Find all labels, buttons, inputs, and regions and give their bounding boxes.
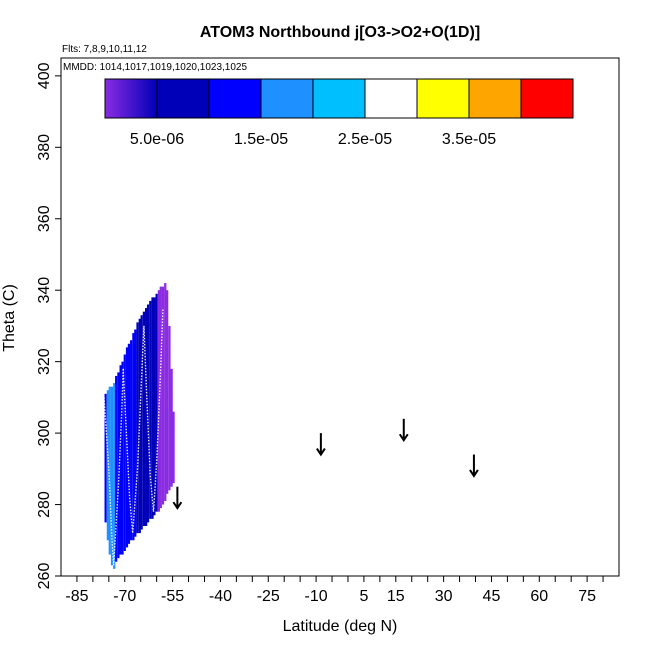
y-tick-label-2: 300 — [36, 420, 53, 447]
x-tick-label-10: 60 — [530, 588, 548, 605]
colorbar: 5.0e-06 1.5e-05 2.5e-05 3.5e-05 — [104, 78, 574, 148]
colorbar-bin-7 — [469, 79, 521, 118]
colorbar-bin-5 — [365, 79, 417, 118]
data-cell-0 — [104, 393, 107, 523]
data-cell-21 — [149, 300, 152, 519]
data-layer — [104, 283, 175, 569]
x-tick-label-4: -25 — [257, 588, 280, 605]
data-cell-18 — [142, 311, 146, 526]
x-tick-label-8: 30 — [435, 588, 453, 605]
data-cell-1 — [106, 390, 109, 541]
y-tick-label-3: 320 — [36, 348, 53, 375]
data-cell-24 — [155, 293, 158, 512]
data-cell-22 — [151, 297, 154, 519]
arrow-1 — [316, 433, 326, 457]
data-cell-7 — [119, 365, 122, 555]
data-cell-9 — [123, 354, 126, 551]
x-tick-label-1: -70 — [113, 588, 136, 605]
x-tick-label-11: 75 — [578, 588, 596, 605]
data-cell-31 — [170, 368, 173, 487]
data-cell-4 — [113, 383, 116, 569]
data-cell-11 — [127, 343, 131, 544]
y-tick-label-0: 260 — [36, 563, 53, 590]
flight-track-2 — [143, 308, 164, 512]
y-tick-label-6: 380 — [36, 134, 53, 161]
data-cell-12 — [130, 340, 133, 541]
colorbar-tick-label-1: 1.5e-05 — [234, 131, 288, 148]
dates-subtitle: MMDD: 1014,1017,1019,1020,1023,1025 — [63, 62, 247, 73]
y-tick-label-5: 360 — [36, 205, 53, 232]
y-axis: 260 280 300 320 340 360 380 400 — [36, 62, 61, 589]
y-tick-label-4: 340 — [36, 277, 53, 304]
x-tick-label-9: 45 — [483, 588, 501, 605]
flight-tracks — [103, 308, 164, 566]
arrow-0 — [172, 486, 183, 510]
colorbar-bin-0 — [105, 79, 157, 118]
data-cell-28 — [164, 283, 167, 501]
data-cell-30 — [168, 325, 171, 491]
x-axis-label: Latitude (deg N) — [283, 618, 398, 635]
colorbar-frame — [104, 78, 574, 119]
flights-subtitle: Flts: 7,8,9,10,11,12 — [62, 44, 147, 55]
flight-track-0 — [103, 368, 124, 566]
flight-track-1 — [122, 325, 145, 534]
arrows — [172, 418, 479, 510]
data-cell-5 — [115, 375, 118, 562]
data-cell-26 — [159, 286, 162, 509]
data-cell-8 — [121, 361, 124, 555]
data-cell-29 — [166, 290, 169, 494]
x-tick-label-6: 5 — [359, 588, 368, 605]
data-cell-15 — [136, 322, 139, 534]
data-cell-16 — [138, 318, 141, 534]
data-cell-13 — [132, 333, 135, 541]
arrow-3 — [469, 454, 479, 478]
y-tick-label-1: 280 — [36, 491, 53, 518]
data-cell-14 — [134, 329, 137, 537]
plot-frame — [60, 57, 620, 577]
colorbar-tick-label-0: 5.0e-06 — [130, 131, 184, 148]
colorbar-bin-6 — [417, 79, 469, 118]
x-tick-label-5: -10 — [305, 588, 328, 605]
colorbar-bin-2 — [209, 79, 261, 118]
y-tick-label-7: 400 — [36, 62, 53, 89]
data-cell-27 — [161, 286, 165, 505]
data-cell-2 — [108, 386, 111, 555]
x-axis: -85 -70 -55 -40 -25 -10 5 15 30 45 60 75 — [65, 576, 604, 605]
data-cell-17 — [140, 315, 143, 530]
x-tick-label-7: 15 — [387, 588, 405, 605]
y-axis-label: Theta (C) — [1, 284, 18, 352]
colorbar-bin-1 — [157, 79, 209, 118]
colorbar-tick-label-2: 2.5e-05 — [338, 131, 392, 148]
data-cell-3 — [110, 386, 114, 566]
x-tick-label-2: -55 — [161, 588, 184, 605]
colorbar-bin-4 — [313, 79, 365, 118]
colorbar-bin-3 — [261, 79, 313, 118]
data-cell-19 — [145, 308, 148, 526]
x-tick-label-3: -40 — [209, 588, 232, 605]
data-cell-6 — [117, 372, 120, 559]
arrow-2 — [398, 418, 409, 443]
chart-title: ATOM3 Northbound j[O3->O2+O(1D)] — [200, 24, 480, 41]
data-cell-32 — [172, 411, 175, 484]
data-cell-25 — [157, 290, 160, 512]
colorbar-bin-8 — [521, 79, 573, 118]
colorbar-tick-label-3: 3.5e-05 — [442, 131, 496, 148]
data-cell-23 — [153, 297, 156, 516]
x-tick-label-0: -85 — [65, 588, 88, 605]
